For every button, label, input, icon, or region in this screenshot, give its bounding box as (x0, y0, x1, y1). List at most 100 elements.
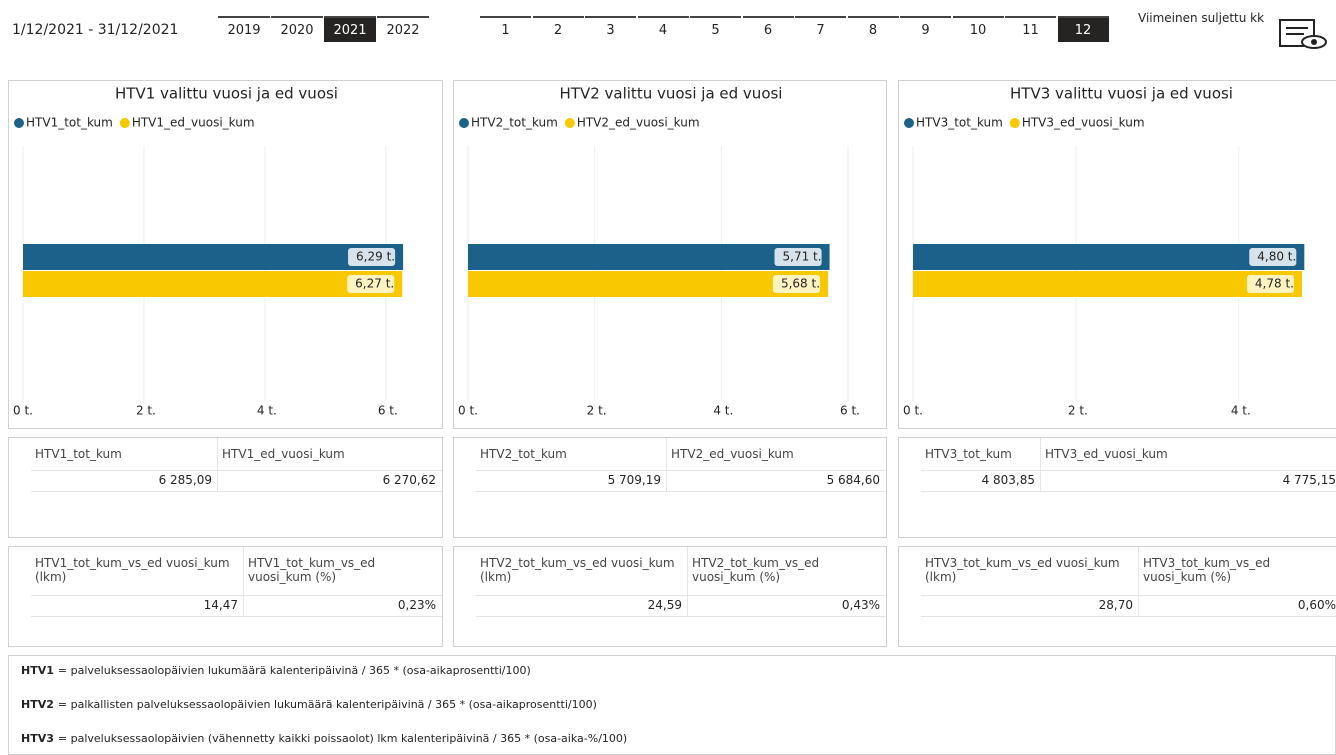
data-label: 4,78 t. (1255, 277, 1294, 291)
x-tick-label: 6 t. (378, 404, 398, 418)
definition-term: HTV2 (21, 698, 54, 711)
year-tab[interactable]: 2020 (271, 16, 323, 42)
legend-marker (1009, 118, 1020, 128)
x-tick-label: 6 t. (840, 404, 860, 418)
view-icon[interactable] (1278, 16, 1334, 52)
row-rule (31, 595, 442, 617)
month-tab[interactable]: 10 (952, 16, 1004, 42)
col-rule (217, 438, 218, 492)
column-header: HTV2_ed_vuosi_kum (671, 447, 794, 461)
definition: HTV1 = palveluksessaolopäivien lukumäärä … (21, 664, 531, 677)
legend-label: HTV2_ed_vuosi_kum (577, 116, 700, 130)
column-header: HTV2_tot_kum_vs_ed vuosi_kum (%) (692, 556, 820, 584)
definitions-panel: HTV1 = palveluksessaolopäivien lukumäärä … (8, 655, 1336, 755)
month-tab[interactable]: 11 (1005, 16, 1056, 42)
month-tab[interactable]: 6 (742, 16, 794, 42)
cell: 14,47 (203, 598, 238, 612)
cell: 0,23% (397, 598, 436, 612)
legend-label: HTV2_tot_kum (471, 116, 558, 130)
legend-label: HTV3_ed_vuosi_kum (1022, 116, 1145, 130)
cell: 5 684,60 (826, 473, 880, 487)
definition: HTV3 = palveluksessaolopäivien (vähennett… (21, 732, 627, 745)
data-label-bg (1246, 275, 1294, 293)
bar (23, 271, 403, 297)
month-tab[interactable]: 2 (532, 16, 584, 42)
legend-marker (904, 118, 914, 128)
x-tick-label: 2 t. (587, 404, 607, 418)
month-tab[interactable]: 9 (900, 16, 951, 42)
data-label-bg (772, 275, 821, 293)
x-tick-label: 0 t. (903, 404, 923, 418)
column-header: HTV1_tot_kum_vs_ed vuosi_kum (%) (248, 556, 376, 584)
column-header: HTV2_tot_kum (480, 447, 567, 461)
column-header: HTV2_tot_kum_vs_ed vuosi_kum (lkm) (480, 556, 675, 584)
x-tick-label: 2 t. (136, 404, 156, 418)
data-label: 4,80 t. (1257, 250, 1296, 264)
x-tick-label: 4 t. (1231, 404, 1251, 418)
column-header: HTV1_ed_vuosi_kum (222, 447, 345, 461)
year-tab[interactable]: 2021 (324, 16, 376, 42)
year-tab[interactable]: 2022 (377, 16, 429, 42)
legend-marker (564, 118, 575, 128)
chart-title: HTV2 valittu vuosi ja ed vuosi (560, 85, 783, 103)
x-tick-label: 0 t. (458, 404, 478, 418)
bar-chart: HTV1 valittu vuosi ja ed vuosiHTV1_tot_k… (13, 85, 404, 418)
data-label: 6,27 t. (355, 277, 394, 291)
cell: 5 709,19 (607, 473, 661, 487)
x-tick-label: 4 t. (257, 404, 277, 418)
x-tick-label: 0 t. (13, 404, 33, 418)
table-panel: HTV3_tot_kum_vs_ed vuosi_kum (lkm) HTV3_t… (898, 546, 1336, 647)
x-tick-label: 2 t. (1068, 404, 1088, 418)
column-header: HTV1_tot_kum (35, 447, 122, 461)
chart-panel: HTV3 valittu vuosi ja ed vuosi HTV3_tot_k… (898, 80, 1336, 429)
legend-label: HTV1_tot_kum (26, 116, 113, 130)
column-header: HTV3_tot_kum (925, 447, 1012, 461)
col-rule (1138, 547, 1139, 617)
cell: 0,43% (841, 598, 880, 612)
table-panel: HTV2_tot_kum_vs_ed vuosi_kum (lkm) HTV2_t… (453, 546, 887, 647)
table-panel: HTV2_tot_kum HTV2_ed_vuosi_kum 5 709,19 5 6… (453, 437, 887, 538)
data-label-bg (1249, 248, 1297, 266)
cell: 4 803,85 (981, 473, 1035, 487)
column-header: HTV3_tot_kum_vs_ed vuosi_kum (lkm) (925, 556, 1120, 584)
col-rule (1040, 438, 1041, 492)
month-tab[interactable]: 7 (795, 16, 846, 42)
cell: 6 285,09 (158, 473, 212, 487)
bar (468, 244, 830, 270)
month-tab[interactable]: 5 (690, 16, 741, 42)
data-label-bg (774, 248, 822, 266)
closed-month-label: Viimeinen suljettu kk (1138, 11, 1265, 25)
month-tab[interactable]: 3 (585, 16, 636, 42)
col-rule (666, 438, 667, 492)
column-header: HTV1_tot_kum_vs_ed vuosi_kum (lkm) (35, 556, 230, 584)
definition-term: HTV3 (21, 732, 54, 745)
table-panel: HTV3_tot_kum HTV3_ed_vuosi_kum 4 803,85 4 7… (898, 437, 1336, 538)
row-rule (476, 595, 886, 617)
bar-chart: HTV2 valittu vuosi ja ed vuosiHTV2_tot_k… (458, 85, 860, 418)
data-label-bg (347, 275, 395, 293)
table-panel: HTV1_tot_kum HTV1_ed_vuosi_kum 6 285,09 6 2… (8, 437, 443, 538)
chart-title: HTV3 valittu vuosi ja ed vuosi (1010, 85, 1233, 103)
definition-text: = palkallisten palveluksessaolopäivien l… (57, 698, 597, 711)
bar-chart: HTV3 valittu vuosi ja ed vuosi HTV3_tot_k… (903, 85, 1305, 418)
row-rule (921, 595, 1336, 617)
table-panel: HTV1_tot_kum_vs_ed vuosi_kum (lkm) HTV1_t… (8, 546, 443, 647)
bar (468, 271, 829, 297)
data-label: 5,71 t. (783, 250, 822, 264)
month-tab[interactable]: 1 (480, 16, 531, 42)
month-tab[interactable]: 12 (1057, 16, 1109, 42)
legend-label: HTV3_tot_kum (916, 116, 1003, 130)
date-range: 1/12/2021 - 31/12/2021 (12, 22, 179, 38)
row-rule (31, 470, 442, 492)
bar (913, 244, 1305, 270)
chart-panel: HTV2 valittu vuosi ja ed vuosi HTV2_tot_k… (453, 80, 887, 429)
legend-label: HTV1_ed_vuosi_kum (132, 116, 255, 130)
definition-text: = palveluksessaolopäivien lukumäärä kale… (57, 664, 531, 677)
legend-marker (459, 118, 469, 128)
year-tab[interactable]: 2019 (218, 16, 270, 42)
chart-title: HTV1 valittu vuosi ja ed vuosi (115, 85, 338, 103)
month-tab[interactable]: 4 (637, 16, 689, 42)
month-tab[interactable]: 8 (847, 16, 899, 42)
legend-marker (119, 118, 130, 128)
